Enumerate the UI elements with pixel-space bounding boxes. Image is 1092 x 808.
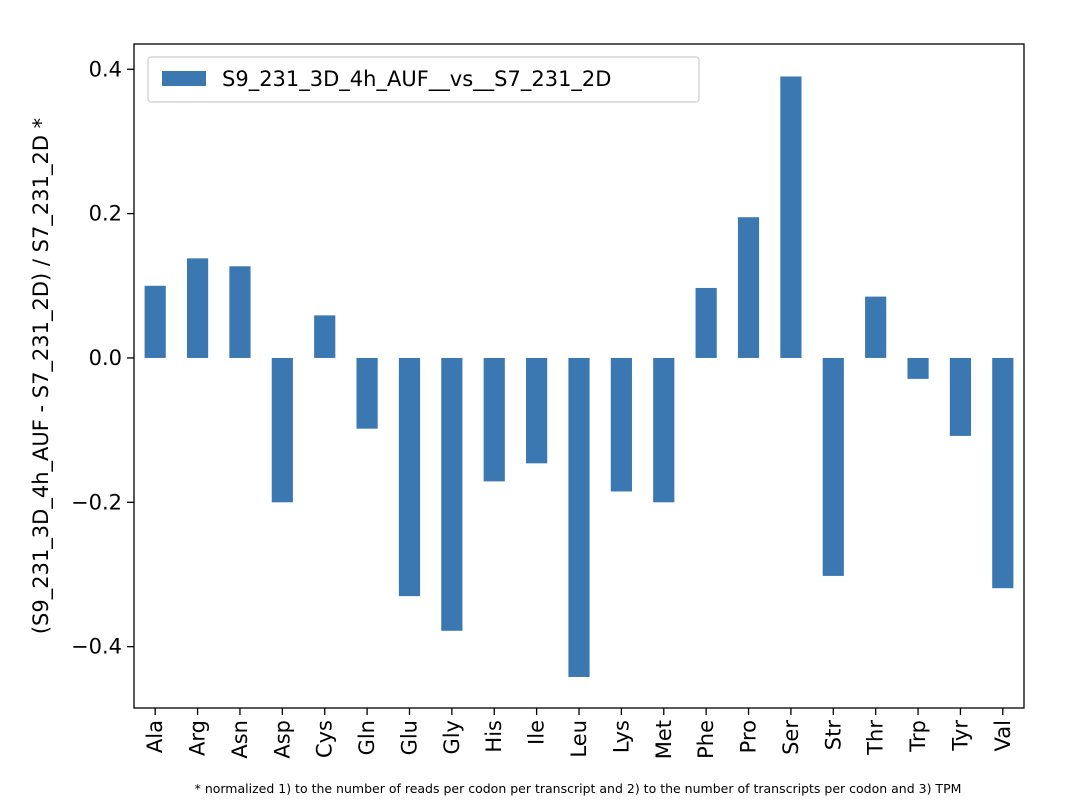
x-axis: Ala Arg Asn Asp Cys Gln Glu Gly His Ile Leu Lys Met P…	[143, 708, 1015, 759]
y-axis-label: (S9_231_3D_4h_AUF - S7_231_2D) / S7_231_…	[29, 118, 54, 634]
bar-arg	[186, 258, 209, 358]
x-tick-label: Trp	[906, 720, 930, 753]
x-tick-label: Gln	[355, 720, 379, 755]
bar-ile	[526, 357, 548, 464]
x-tick-label: Thr	[864, 720, 888, 756]
legend: S9_231_3D_4h_AUF__vs__S7_231_2D	[147, 56, 700, 103]
bar-trp	[907, 357, 929, 379]
bar-asp	[271, 357, 293, 503]
x-tick-label: Ile	[525, 720, 549, 745]
bar-his	[483, 357, 505, 482]
x-tick-label: Glu	[397, 720, 421, 755]
bar-gln	[356, 357, 378, 429]
x-tick-label: Asp	[270, 720, 294, 759]
y-tick-label: −0.4	[71, 635, 122, 659]
x-tick-label: Ser	[779, 720, 803, 755]
bar-phe	[695, 287, 717, 358]
bar-str	[822, 357, 844, 576]
bar-leu	[568, 357, 590, 677]
bar-val	[992, 357, 1014, 589]
x-tick-label: Leu	[567, 720, 591, 758]
bar-thr	[865, 296, 887, 358]
y-tick-label: 0.2	[89, 202, 122, 226]
footnote: * normalized 1) to the number of reads p…	[195, 781, 962, 796]
y-tick-label: 0.0	[89, 346, 122, 370]
x-tick-label: Arg	[186, 720, 210, 756]
bar-met	[653, 357, 675, 503]
x-tick-label: Str	[821, 720, 845, 751]
bar-lys	[610, 357, 632, 492]
bar-ala	[144, 285, 166, 358]
legend-box	[147, 56, 700, 103]
bar-glu	[398, 357, 421, 597]
y-axis: −0.4 −0.2 0.0 0.2 0.4	[71, 57, 134, 659]
bar-pro	[737, 217, 760, 358]
x-tick-label: Asn	[228, 720, 252, 759]
bar-tyr	[949, 357, 972, 436]
bar-asn	[229, 266, 251, 358]
bar-gly	[441, 357, 463, 631]
x-tick-label: Met	[652, 720, 676, 759]
plot-frame	[133, 43, 1025, 709]
y-tick-label: −0.2	[71, 490, 122, 514]
y-tick-label: 0.4	[89, 57, 122, 81]
x-tick-label: Ala	[143, 720, 167, 753]
bar-ser	[780, 76, 802, 358]
x-tick-label: Val	[991, 720, 1015, 751]
legend-swatch	[162, 71, 206, 86]
x-tick-label: His	[482, 720, 506, 753]
x-tick-label: Gly	[440, 720, 464, 755]
legend-label: S9_231_3D_4h_AUF__vs__S7_231_2D	[222, 67, 611, 92]
x-tick-label: Lys	[609, 720, 633, 753]
bars-group	[144, 76, 1014, 677]
x-tick-label: Tyr	[948, 720, 972, 752]
x-tick-label: Phe	[694, 720, 718, 759]
bar-cys	[314, 315, 336, 358]
x-tick-label: Cys	[313, 720, 337, 758]
x-tick-label: Pro	[737, 720, 761, 753]
